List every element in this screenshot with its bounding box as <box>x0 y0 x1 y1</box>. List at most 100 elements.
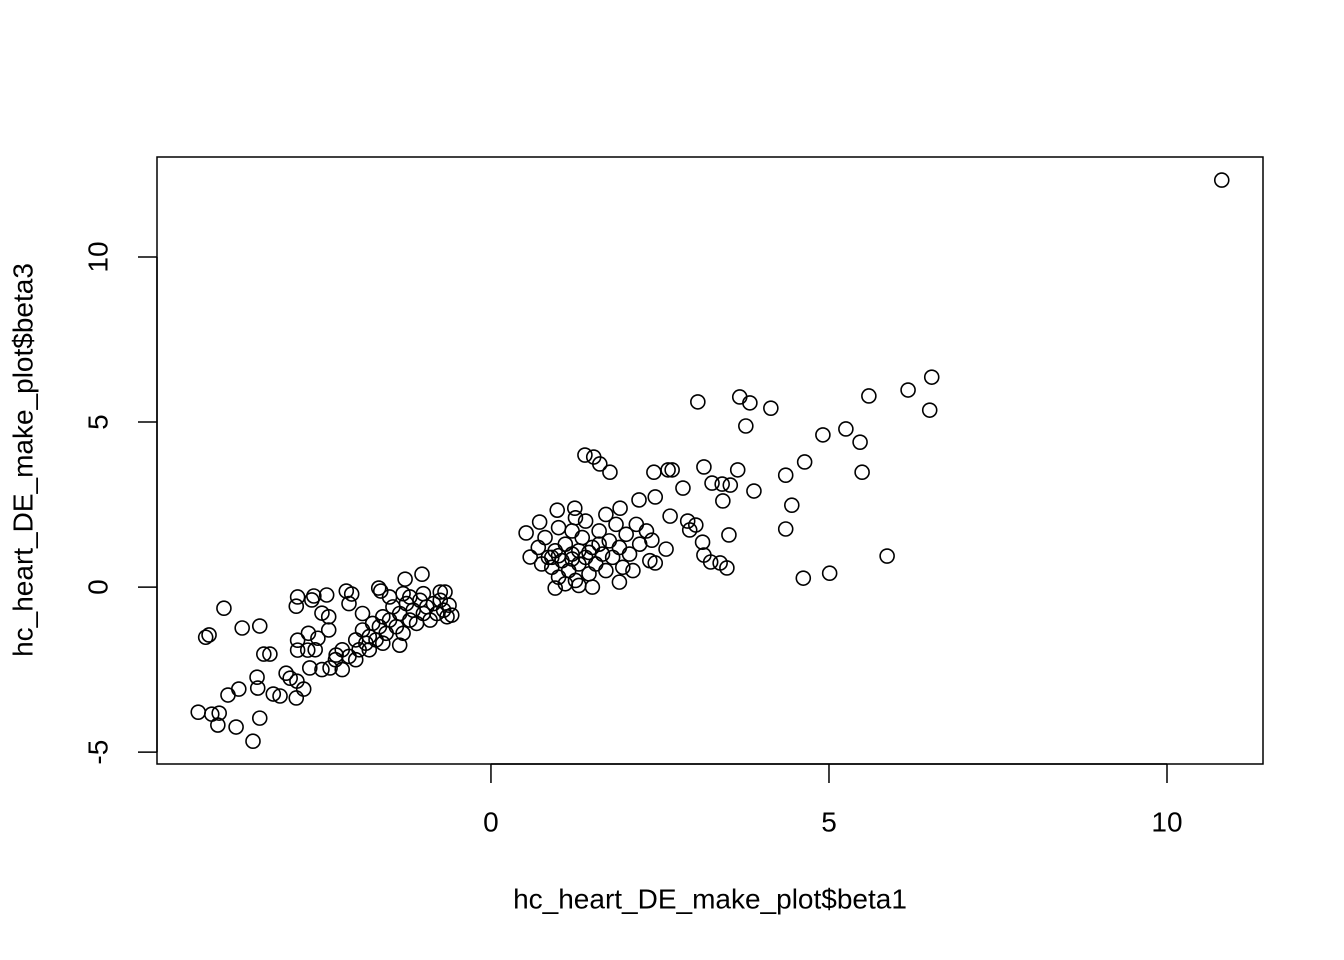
point <box>228 719 244 735</box>
point <box>530 539 547 556</box>
point <box>334 661 351 678</box>
point <box>614 559 631 576</box>
point <box>571 577 587 594</box>
point <box>522 549 538 565</box>
point <box>211 705 227 721</box>
point <box>432 584 449 600</box>
point <box>550 519 567 536</box>
x-tick-label: 0 <box>483 806 499 837</box>
x-tick-label: 5 <box>821 806 837 837</box>
point <box>900 382 916 398</box>
point <box>662 508 678 524</box>
point <box>314 661 330 678</box>
point <box>289 632 306 649</box>
point <box>341 595 357 612</box>
point <box>722 477 739 493</box>
point <box>581 566 597 582</box>
point <box>584 579 601 595</box>
y-tick-label: 10 <box>82 241 113 272</box>
point <box>777 467 794 483</box>
point <box>197 629 214 646</box>
point <box>567 572 584 589</box>
point <box>439 608 455 625</box>
point <box>338 583 355 599</box>
point <box>518 525 534 541</box>
point <box>581 544 597 561</box>
point <box>564 523 580 539</box>
point <box>245 733 261 750</box>
point <box>598 506 614 523</box>
point <box>343 586 360 602</box>
point <box>712 555 728 571</box>
point <box>415 585 432 602</box>
point <box>742 395 758 411</box>
point <box>731 389 748 405</box>
point <box>262 646 278 662</box>
point <box>251 710 268 726</box>
point <box>602 464 618 481</box>
point <box>746 483 762 499</box>
point <box>631 492 647 508</box>
point <box>763 400 779 416</box>
y-tick-label: 0 <box>82 579 113 595</box>
point <box>397 571 413 587</box>
point <box>612 500 628 516</box>
point <box>921 402 938 418</box>
point <box>601 533 618 549</box>
point <box>577 513 594 529</box>
point <box>549 502 566 518</box>
point <box>320 622 337 638</box>
point <box>395 625 411 642</box>
point <box>694 534 711 550</box>
point <box>795 570 812 586</box>
y-tick-label: 5 <box>82 414 113 430</box>
point <box>721 527 737 543</box>
point <box>591 536 607 552</box>
point <box>594 546 611 562</box>
point <box>642 552 658 569</box>
point <box>628 516 645 533</box>
point <box>374 635 391 651</box>
point <box>370 580 387 596</box>
point <box>679 513 696 529</box>
point <box>664 462 680 478</box>
point <box>854 464 870 481</box>
point <box>852 434 868 450</box>
point <box>567 509 584 526</box>
point <box>251 618 268 634</box>
point <box>432 592 449 609</box>
point <box>618 526 634 543</box>
point <box>391 637 408 653</box>
point <box>220 687 236 703</box>
point <box>310 630 326 647</box>
y-axis-title: hc_heart_DE_make_plot$beta3 <box>7 263 38 657</box>
point <box>784 497 800 514</box>
point <box>715 493 731 509</box>
point <box>696 459 712 475</box>
point <box>265 686 282 702</box>
point <box>256 646 272 662</box>
point <box>675 480 691 496</box>
point <box>777 521 794 537</box>
point <box>354 605 371 622</box>
point <box>554 552 570 569</box>
point <box>658 541 674 557</box>
point <box>231 681 247 697</box>
point <box>249 669 265 685</box>
point <box>585 449 602 465</box>
point <box>278 665 294 682</box>
point <box>923 369 940 385</box>
point <box>577 447 593 463</box>
point <box>441 597 457 614</box>
point <box>282 670 298 686</box>
point <box>815 427 831 443</box>
point <box>322 660 338 676</box>
point <box>318 587 335 603</box>
point <box>738 418 754 434</box>
point <box>299 642 316 658</box>
point <box>190 704 207 720</box>
point <box>544 549 560 566</box>
point <box>861 388 877 404</box>
point <box>879 548 895 564</box>
